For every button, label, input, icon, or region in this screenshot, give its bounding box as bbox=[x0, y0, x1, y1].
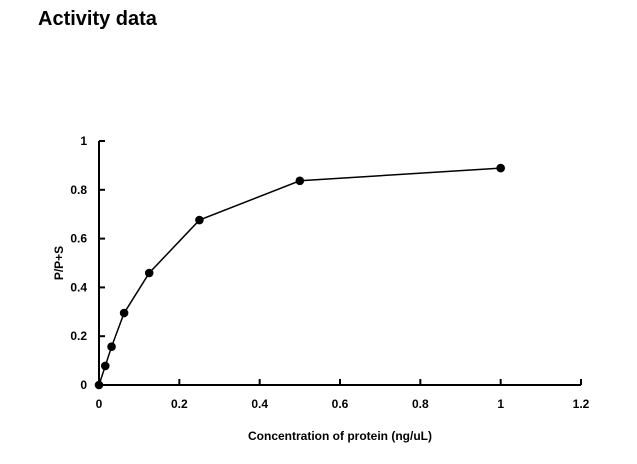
x-tick-label: 0.4 bbox=[251, 397, 268, 411]
data-point bbox=[496, 163, 505, 173]
data-point bbox=[195, 215, 204, 225]
y-tick-label: 1 bbox=[80, 134, 87, 148]
data-point bbox=[107, 342, 116, 351]
data-point bbox=[295, 176, 305, 186]
data-point bbox=[144, 268, 154, 278]
series-line bbox=[98, 167, 501, 386]
x-tick-label: 0.6 bbox=[332, 397, 349, 411]
y-tick-label: 0.6 bbox=[70, 232, 87, 246]
x-tick-label: 1 bbox=[497, 397, 504, 411]
page-title: Activity data bbox=[38, 8, 157, 30]
x-tick-label: 0.8 bbox=[412, 397, 429, 411]
data-point bbox=[100, 361, 110, 371]
y-tick-label: 0.2 bbox=[70, 329, 87, 343]
y-tick-label: 0 bbox=[80, 378, 87, 392]
y-tick-label: 0.4 bbox=[70, 280, 87, 294]
data-point bbox=[119, 308, 129, 318]
x-tick-label: 0.2 bbox=[171, 397, 188, 411]
x-tick-label: 0 bbox=[96, 397, 103, 411]
data-point bbox=[94, 380, 104, 390]
x-axis-label: Concentration of protein (ng/uL) bbox=[248, 429, 432, 443]
y-tick-label: 0.8 bbox=[70, 183, 87, 197]
x-tick-label: 1.2 bbox=[573, 397, 590, 411]
y-axis-label: P/P+S bbox=[52, 246, 66, 280]
